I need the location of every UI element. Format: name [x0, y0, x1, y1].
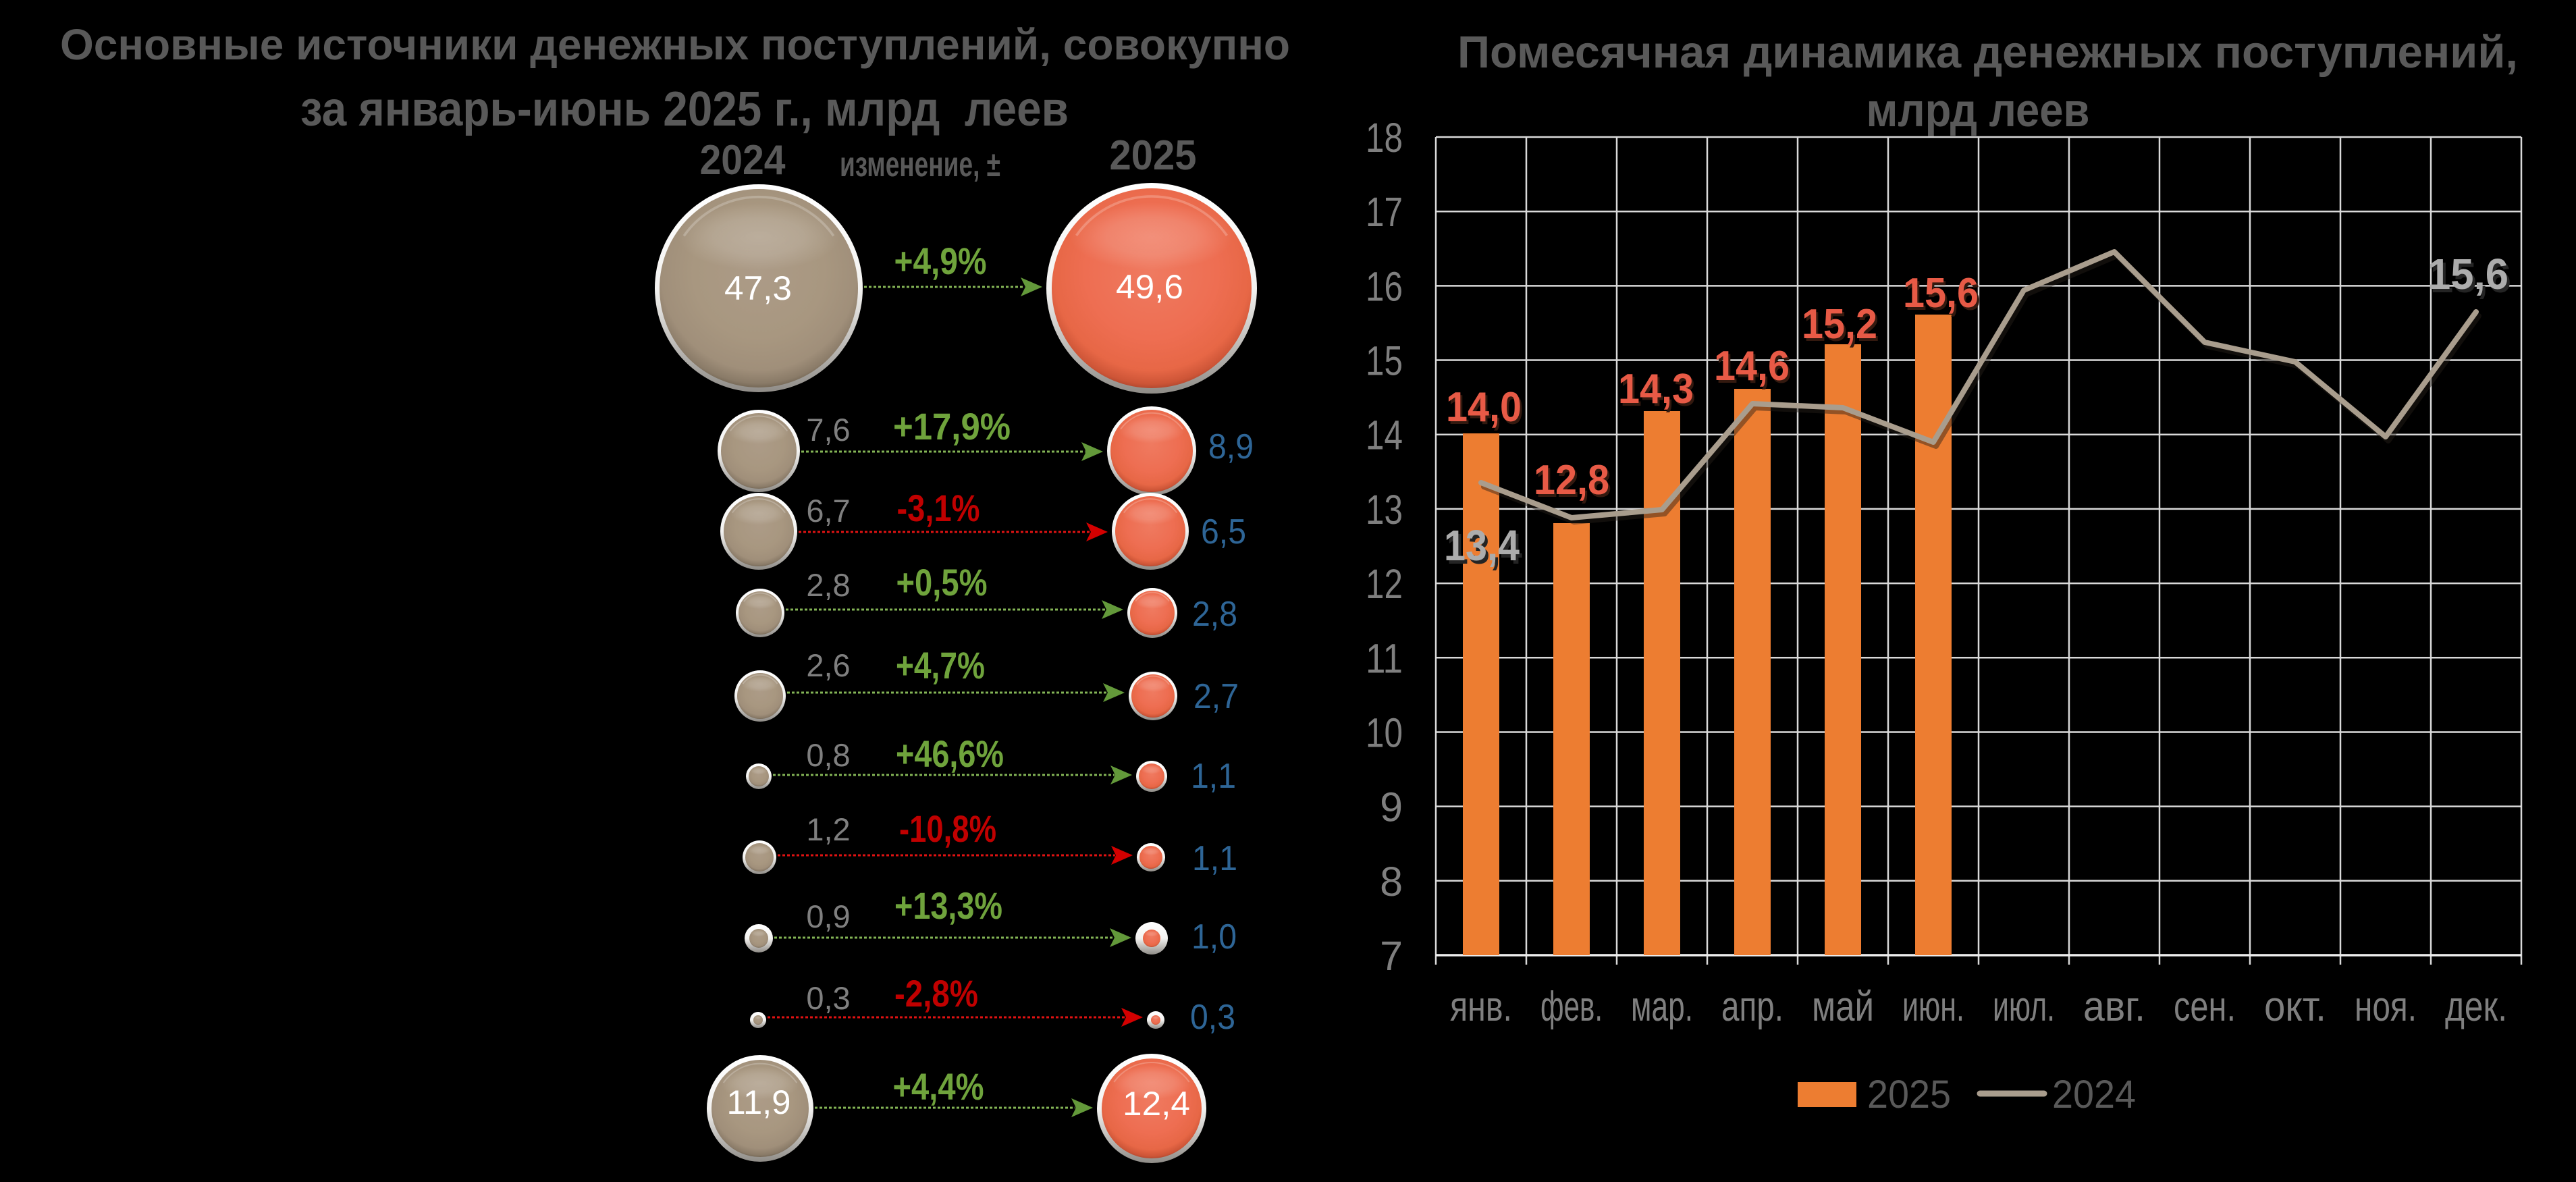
svg-text:0,3: 0,3 — [1190, 998, 1235, 1037]
svg-text:16: 16 — [1366, 263, 1403, 309]
svg-text:1,2: 1,2 — [806, 811, 850, 847]
svg-text:14,6: 14,6 — [1714, 343, 1790, 389]
svg-text:14,0: 14,0 — [1446, 384, 1522, 431]
svg-text:июл.: июл. — [1993, 984, 2055, 1030]
svg-text:13,4: 13,4 — [1444, 521, 1520, 570]
svg-text:0,9: 0,9 — [806, 898, 850, 934]
svg-text:1,1: 1,1 — [1192, 839, 1237, 878]
svg-text:фев.: фев. — [1540, 984, 1603, 1030]
svg-text:7,6: 7,6 — [806, 412, 850, 448]
svg-text:окт.: окт. — [2264, 984, 2326, 1030]
svg-text:0,3: 0,3 — [806, 980, 850, 1016]
svg-text:18: 18 — [1366, 115, 1403, 161]
svg-text:13,4: 13,4 — [1447, 525, 1522, 573]
svg-text:изменение, ±: изменение, ± — [840, 145, 1000, 184]
svg-text:+46,6%: +46,6% — [896, 732, 1004, 775]
svg-text:15,6: 15,6 — [1903, 270, 1979, 317]
svg-text:15,6: 15,6 — [2430, 253, 2511, 302]
svg-text:+4,4%: +4,4% — [893, 1065, 984, 1108]
svg-text:14: 14 — [1366, 412, 1403, 458]
svg-text:2024: 2024 — [700, 137, 786, 184]
svg-text:2025: 2025 — [1110, 132, 1197, 179]
svg-text:за январь-июнь 2025 г., млрд: за январь-июнь 2025 г., млрд леев — [300, 82, 1069, 136]
svg-text:-10,8%: -10,8% — [899, 807, 996, 850]
svg-text:2,8: 2,8 — [806, 567, 850, 603]
svg-text:15,2: 15,2 — [1802, 301, 1877, 348]
svg-text:47,3: 47,3 — [724, 269, 792, 307]
svg-text:+4,9%: +4,9% — [894, 240, 987, 282]
svg-text:14,3: 14,3 — [1618, 366, 1694, 412]
svg-text:13: 13 — [1366, 487, 1403, 533]
svg-text:-2,8%: -2,8% — [894, 972, 978, 1015]
svg-text:7: 7 — [1380, 933, 1403, 979]
svg-text:12,8: 12,8 — [1534, 457, 1609, 504]
svg-text:15,2: 15,2 — [1804, 304, 1879, 350]
svg-text:+4,7%: +4,7% — [896, 644, 985, 687]
svg-text:17: 17 — [1366, 189, 1403, 235]
svg-text:Помесячная динамика денежных п: Помесячная динамика денежных поступлений… — [1457, 27, 2518, 78]
svg-text:8: 8 — [1380, 859, 1403, 905]
svg-text:8,9: 8,9 — [1208, 427, 1254, 466]
svg-text:14,0: 14,0 — [1448, 387, 1524, 433]
svg-text:15: 15 — [1366, 338, 1403, 384]
svg-text:ноя.: ноя. — [2355, 984, 2417, 1030]
svg-text:2,6: 2,6 — [806, 647, 850, 683]
svg-text:11: 11 — [1366, 635, 1403, 681]
svg-text:15,6: 15,6 — [2427, 250, 2508, 298]
svg-text:1,1: 1,1 — [1191, 757, 1236, 796]
svg-text:млрд леев: млрд леев — [1867, 84, 2090, 136]
svg-text:2025: 2025 — [1867, 1073, 1951, 1117]
svg-text:14,3: 14,3 — [1620, 369, 1696, 415]
svg-text:6,7: 6,7 — [806, 493, 850, 529]
svg-text:2024: 2024 — [2052, 1073, 2136, 1117]
svg-text:+17,9%: +17,9% — [893, 405, 1011, 448]
svg-text:сен.: сен. — [2174, 984, 2236, 1030]
svg-text:+13,3%: +13,3% — [894, 884, 1002, 927]
svg-text:14,6: 14,6 — [1716, 346, 1792, 392]
svg-text:мар.: мар. — [1631, 984, 1693, 1030]
svg-text:0,8: 0,8 — [806, 737, 850, 773]
svg-text:2,8: 2,8 — [1192, 595, 1237, 634]
svg-text:июн.: июн. — [1902, 984, 1964, 1030]
svg-text:дек.: дек. — [2445, 984, 2507, 1030]
svg-text:11,9: 11,9 — [727, 1083, 791, 1121]
svg-text:1,0: 1,0 — [1191, 917, 1237, 957]
svg-text:6,5: 6,5 — [1201, 512, 1246, 552]
svg-text:10: 10 — [1366, 709, 1403, 755]
svg-text:9: 9 — [1380, 784, 1403, 830]
svg-text:2,7: 2,7 — [1193, 677, 1239, 716]
svg-text:12,4: 12,4 — [1123, 1085, 1190, 1123]
svg-text:12: 12 — [1366, 561, 1403, 607]
svg-text:апр.: апр. — [1721, 984, 1783, 1030]
svg-text:15,6: 15,6 — [1905, 273, 1981, 319]
svg-text:авг.: авг. — [2083, 984, 2145, 1030]
svg-text:12,8: 12,8 — [1536, 460, 1611, 506]
svg-text:+0,5%: +0,5% — [896, 561, 988, 603]
svg-text:49,6: 49,6 — [1116, 268, 1183, 306]
svg-text:-3,1%: -3,1% — [897, 487, 980, 529]
svg-text:янв.: янв. — [1450, 984, 1512, 1030]
svg-text:май: май — [1812, 984, 1874, 1030]
svg-text:Основные источники денежных по: Основные источники денежных поступлений,… — [60, 20, 1290, 69]
